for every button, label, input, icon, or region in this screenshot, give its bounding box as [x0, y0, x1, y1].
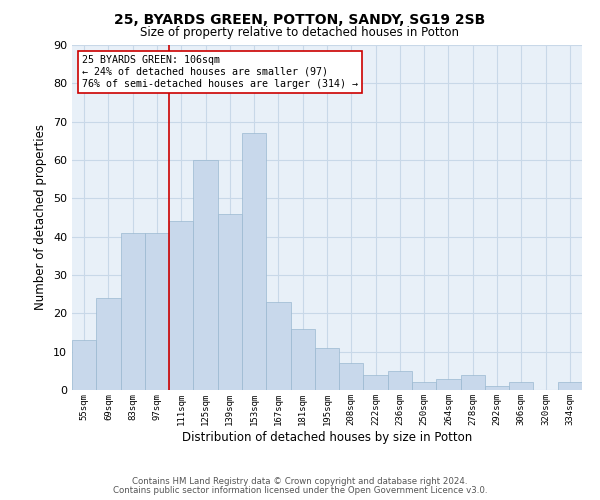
Bar — [412, 382, 436, 390]
Text: 25 BYARDS GREEN: 106sqm
← 24% of detached houses are smaller (97)
76% of semi-de: 25 BYARDS GREEN: 106sqm ← 24% of detache… — [82, 56, 358, 88]
Text: Size of property relative to detached houses in Potton: Size of property relative to detached ho… — [140, 26, 460, 39]
X-axis label: Distribution of detached houses by size in Potton: Distribution of detached houses by size … — [182, 430, 472, 444]
Bar — [193, 160, 218, 390]
Bar — [388, 371, 412, 390]
Bar — [436, 378, 461, 390]
Bar — [558, 382, 582, 390]
Bar — [290, 328, 315, 390]
Bar — [485, 386, 509, 390]
Text: Contains HM Land Registry data © Crown copyright and database right 2024.: Contains HM Land Registry data © Crown c… — [132, 477, 468, 486]
Text: Contains public sector information licensed under the Open Government Licence v3: Contains public sector information licen… — [113, 486, 487, 495]
Bar — [242, 133, 266, 390]
Bar — [218, 214, 242, 390]
Bar — [509, 382, 533, 390]
Bar — [266, 302, 290, 390]
Bar — [169, 222, 193, 390]
Bar — [461, 374, 485, 390]
Bar — [364, 374, 388, 390]
Text: 25, BYARDS GREEN, POTTON, SANDY, SG19 2SB: 25, BYARDS GREEN, POTTON, SANDY, SG19 2S… — [115, 12, 485, 26]
Bar — [315, 348, 339, 390]
Bar — [145, 233, 169, 390]
Bar — [72, 340, 96, 390]
Bar — [96, 298, 121, 390]
Bar — [121, 233, 145, 390]
Bar — [339, 363, 364, 390]
Y-axis label: Number of detached properties: Number of detached properties — [34, 124, 47, 310]
